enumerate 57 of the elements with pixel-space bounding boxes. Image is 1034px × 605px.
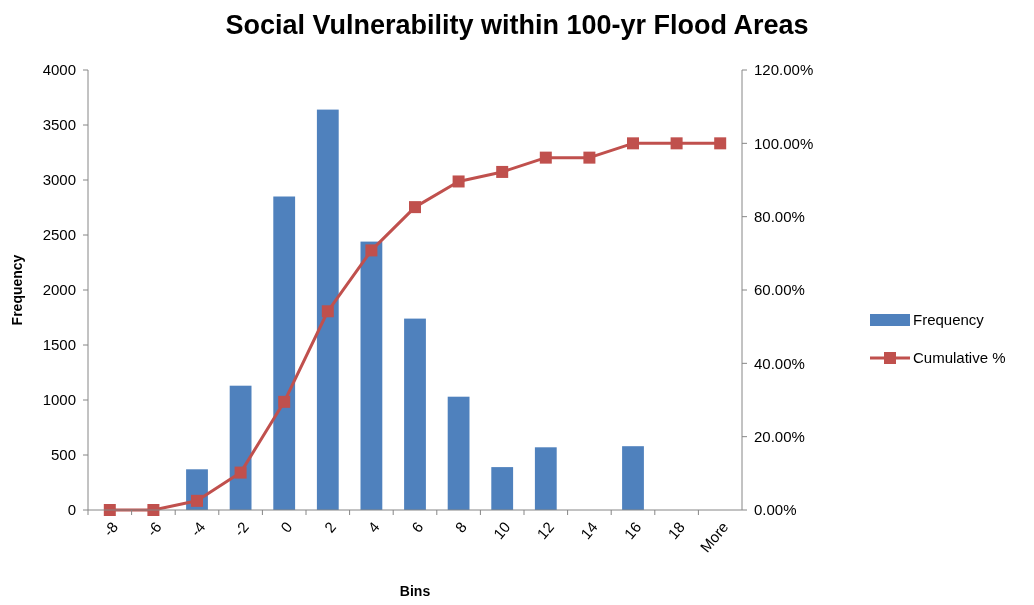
x-tick-label: 18	[664, 518, 688, 543]
point	[714, 137, 727, 150]
x-tick-label: -2	[230, 518, 252, 540]
bar	[622, 446, 644, 510]
chart-title: Social Vulnerability within 100-yr Flood Areas	[225, 10, 809, 40]
bar	[491, 467, 514, 510]
y-tick-label: 500	[50, 446, 76, 464]
y-tick-label: 2000	[42, 281, 76, 299]
x-tick-label: 12	[533, 518, 558, 543]
x-tick-label: 8	[451, 518, 470, 536]
y2-tick-label: 100.00%	[754, 134, 814, 152]
x-tick-label: -4	[186, 518, 209, 540]
y2-tick-label: 0.00%	[754, 501, 797, 519]
point	[365, 244, 378, 257]
point	[321, 305, 334, 318]
point	[234, 466, 247, 479]
y2-tick-label: 80.00%	[754, 207, 805, 225]
bar	[316, 109, 339, 510]
bar	[534, 447, 557, 510]
y-tick-label: 4000	[42, 61, 76, 79]
bar	[447, 396, 470, 510]
x-tick-label: -8	[99, 518, 122, 540]
point	[278, 395, 291, 408]
bar	[273, 196, 296, 510]
y-tick-label: 1500	[42, 336, 76, 354]
bar	[360, 241, 383, 510]
x-tick-label: 16	[620, 518, 645, 543]
point	[670, 137, 683, 150]
point	[539, 151, 552, 164]
legend-label: Cumulative %	[913, 349, 1006, 367]
y-tick-label: 2500	[42, 226, 76, 244]
x-tick-label: 4	[364, 518, 383, 536]
y-axis-title: Frequency	[9, 254, 25, 326]
x-tick-label: 0	[277, 518, 296, 536]
x-tick-label: 14	[576, 518, 601, 543]
y2-tick-label: 120.00%	[754, 61, 814, 79]
x-axis-title: Bins	[399, 583, 431, 599]
point	[496, 165, 509, 178]
x-tick-label: 6	[407, 518, 427, 536]
x-tick-label: 10	[489, 518, 514, 543]
y2-tick-label: 20.00%	[754, 427, 805, 445]
point	[191, 494, 203, 507]
y2-tick-label: 40.00%	[754, 354, 805, 372]
y2-tick-label: 60.00%	[754, 281, 805, 299]
y-tick-label: 1000	[42, 391, 76, 409]
legend-label: Frequency	[913, 311, 985, 329]
x-tick-label: 2	[320, 518, 340, 536]
y-tick-label: 3000	[42, 171, 76, 189]
y-tick-label: 0	[67, 501, 76, 519]
point	[627, 137, 639, 150]
y-tick-label: 3500	[42, 116, 76, 134]
x-tick-label: -6	[143, 518, 165, 540]
point	[452, 175, 465, 188]
point	[409, 201, 421, 214]
point	[583, 151, 596, 164]
bar	[404, 318, 426, 510]
bar	[229, 385, 252, 510]
